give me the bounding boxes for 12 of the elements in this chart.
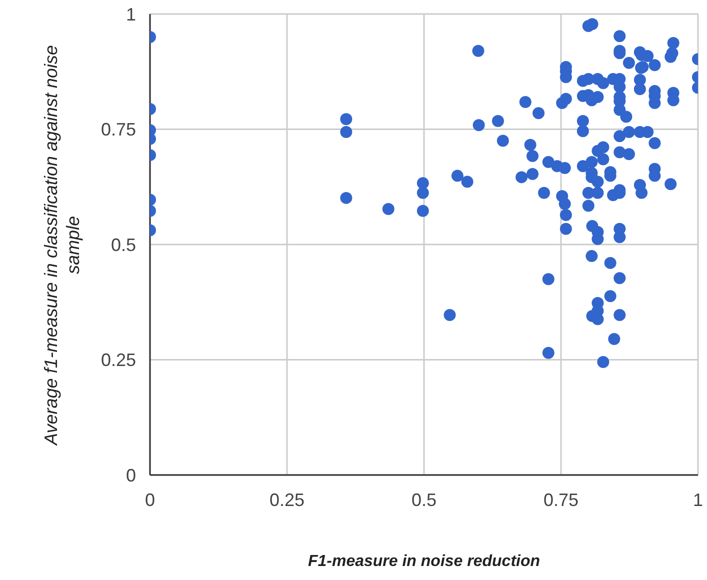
y-tick-label: 0.75 (100, 120, 136, 140)
y-tick-label: 0.5 (110, 234, 136, 255)
y-tick-label: 0 (126, 465, 136, 486)
x-tick-label: 0.75 (543, 490, 579, 510)
y-tick-label: 0.25 (100, 350, 136, 370)
x-tick-label: 0.5 (411, 490, 437, 510)
x-tick-label: 0.25 (269, 490, 305, 510)
y-axis-title: Average f1-measure in classification against noise sample (40, 44, 84, 448)
x-tick-label: 1 (692, 490, 704, 510)
y-tick-label: 1 (126, 4, 136, 24)
x-tick-label: 0 (144, 490, 156, 510)
x-axis-title: F1-measure in noise reduction (306, 552, 542, 572)
